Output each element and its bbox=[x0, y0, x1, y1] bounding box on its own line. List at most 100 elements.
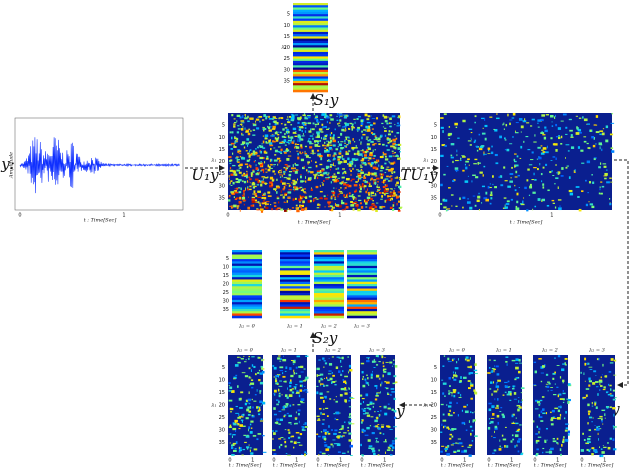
image-pixel bbox=[338, 357, 342, 359]
y-tick-label: 35 bbox=[431, 195, 437, 201]
image-pixel bbox=[317, 374, 321, 377]
image-pixel bbox=[233, 190, 238, 192]
image-pixel bbox=[325, 145, 330, 147]
image-pixel bbox=[540, 118, 544, 122]
image-pixel bbox=[355, 158, 359, 161]
x-tick-label: 0 bbox=[440, 458, 443, 464]
image-row bbox=[293, 85, 328, 88]
image-pixel bbox=[554, 183, 556, 185]
image-pixel bbox=[287, 155, 292, 157]
image-pixel bbox=[499, 175, 503, 178]
image-pixel bbox=[540, 372, 545, 374]
image-pixel bbox=[316, 419, 321, 421]
image-pixel bbox=[357, 208, 361, 212]
image-pixel bbox=[443, 206, 447, 209]
image-pixel bbox=[520, 401, 523, 403]
image-pixel bbox=[581, 162, 585, 164]
image-pixel bbox=[462, 119, 466, 123]
image-pixel bbox=[260, 418, 263, 420]
image-pixel bbox=[529, 185, 532, 189]
y-tick-label: 5 bbox=[226, 256, 229, 262]
image-pixel bbox=[247, 414, 251, 416]
image-pixel bbox=[329, 166, 332, 168]
image-pixel bbox=[519, 157, 522, 159]
image-pixel bbox=[304, 422, 307, 425]
image-pixel bbox=[294, 197, 297, 200]
image-row bbox=[293, 80, 328, 84]
image-pixel bbox=[594, 401, 597, 403]
image-pixel bbox=[310, 187, 312, 190]
image-pixel bbox=[283, 136, 287, 138]
image-pixel bbox=[374, 181, 377, 185]
image-pixel bbox=[302, 426, 305, 429]
image-pixel bbox=[301, 180, 305, 182]
image-pixel bbox=[384, 200, 386, 203]
image-pixel bbox=[462, 169, 465, 172]
image-pixel bbox=[558, 207, 562, 211]
image-pixel bbox=[377, 454, 380, 456]
image-pixel bbox=[304, 192, 307, 194]
image-pixel bbox=[233, 204, 237, 208]
image-pixel bbox=[508, 386, 511, 387]
image-pixel bbox=[304, 154, 308, 156]
image-pixel bbox=[448, 361, 452, 363]
image-pixel bbox=[277, 163, 279, 166]
image-pixel bbox=[251, 183, 256, 186]
image-pixel bbox=[283, 201, 287, 203]
image-pixel bbox=[283, 186, 286, 189]
image-pixel bbox=[451, 391, 453, 395]
x-axis-label: t : Time[Sec] bbox=[581, 463, 614, 469]
image-pixel bbox=[282, 128, 285, 131]
image-pixel bbox=[366, 121, 371, 124]
image-pixel bbox=[338, 189, 341, 191]
image-pixel bbox=[387, 198, 391, 201]
image-pixel bbox=[326, 391, 330, 393]
image-row bbox=[293, 3, 328, 6]
image-pixel bbox=[366, 426, 370, 430]
y-tick-label: 20 bbox=[431, 403, 437, 409]
image-pixel bbox=[343, 380, 347, 383]
image-row bbox=[347, 268, 377, 271]
image-pixel bbox=[304, 207, 308, 211]
image-pixel bbox=[272, 365, 275, 367]
image-pixel bbox=[286, 396, 289, 399]
image-pixel bbox=[301, 130, 303, 133]
image-pixel bbox=[379, 406, 382, 408]
image-pixel bbox=[315, 115, 318, 118]
image-pixel bbox=[240, 391, 244, 394]
image-pixel bbox=[453, 451, 456, 453]
image-pixel bbox=[327, 379, 330, 381]
image-pixel bbox=[293, 181, 298, 184]
image-pixel bbox=[516, 444, 518, 447]
image-pixel bbox=[394, 381, 398, 384]
image-pixel bbox=[515, 376, 520, 379]
image-pixel bbox=[539, 399, 543, 402]
image-pixel bbox=[491, 370, 494, 373]
image-pixel bbox=[273, 453, 277, 455]
image-pixel bbox=[363, 188, 365, 190]
image-pixel bbox=[554, 371, 556, 374]
image-pixel bbox=[581, 190, 584, 193]
image-pixel bbox=[383, 153, 387, 156]
image-pixel bbox=[243, 203, 245, 206]
image-pixel bbox=[348, 192, 351, 195]
image-pixel bbox=[595, 131, 600, 134]
image-pixel bbox=[324, 126, 327, 128]
image-pixel bbox=[259, 156, 264, 160]
image-pixel bbox=[372, 405, 374, 408]
image-pixel bbox=[235, 140, 239, 142]
image-pixel bbox=[600, 181, 603, 183]
image-pixel bbox=[289, 116, 292, 118]
image-pixel bbox=[238, 164, 241, 167]
image-pixel bbox=[369, 140, 371, 141]
image-pixel bbox=[488, 408, 492, 412]
image-pixel bbox=[281, 393, 283, 396]
image-pixel bbox=[228, 384, 230, 387]
image-pixel bbox=[335, 205, 339, 208]
image-pixel bbox=[554, 407, 559, 410]
image-pixel bbox=[228, 426, 232, 429]
image-pixel bbox=[242, 125, 244, 128]
image-pixel bbox=[321, 423, 325, 425]
image-pixel bbox=[262, 200, 266, 202]
image-pixel bbox=[598, 380, 603, 383]
